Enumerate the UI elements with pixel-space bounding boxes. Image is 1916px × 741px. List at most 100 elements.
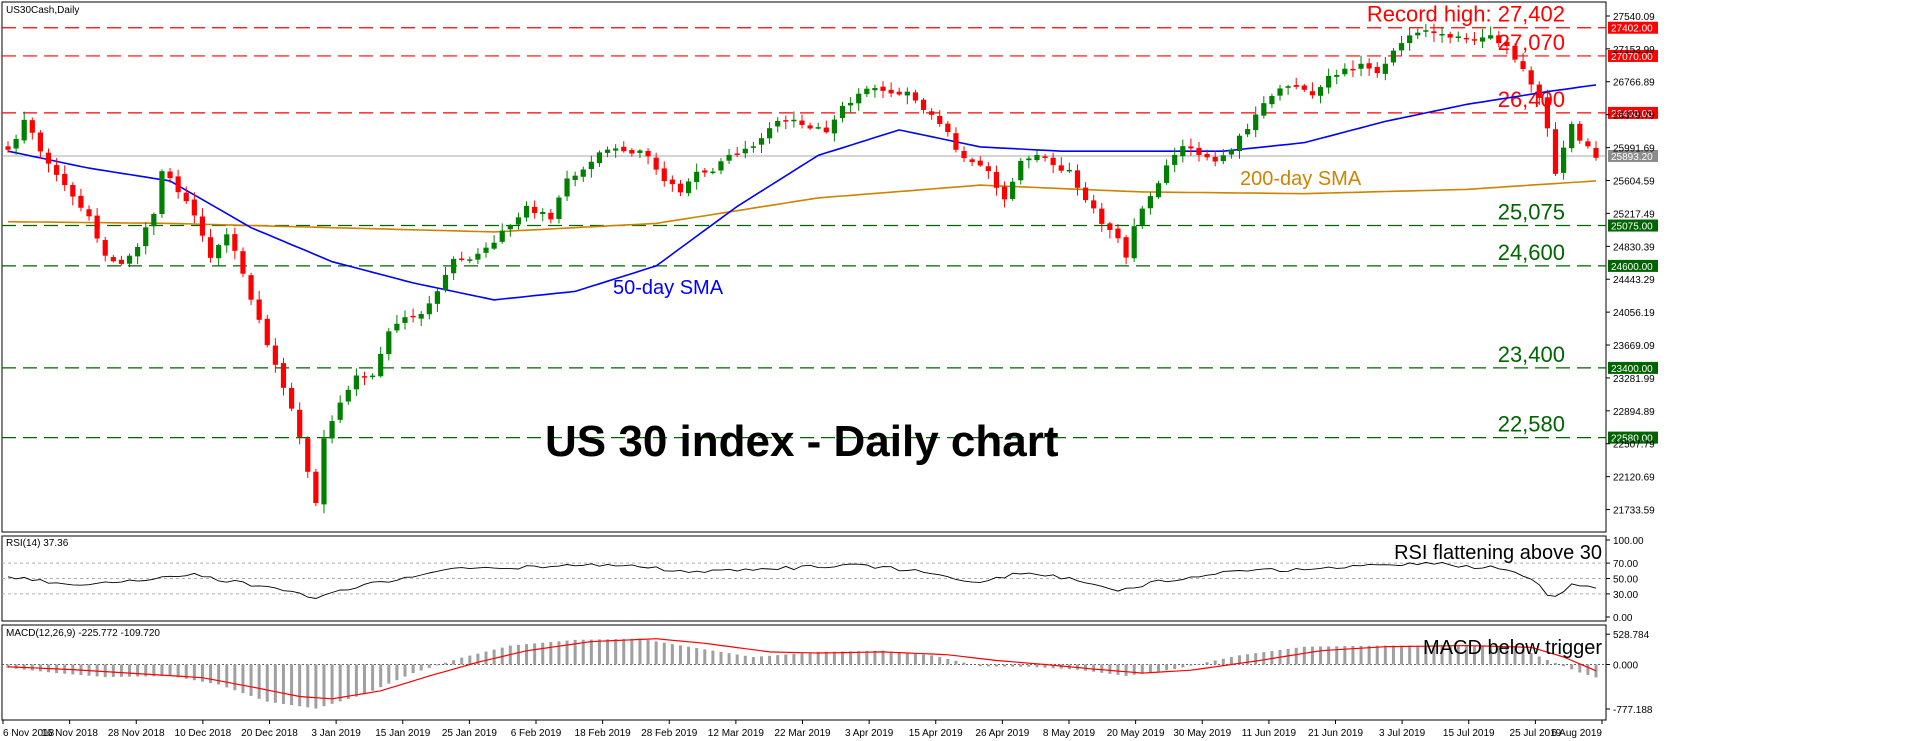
candle-body — [467, 259, 473, 261]
candle-body — [799, 120, 805, 125]
candle-body — [523, 205, 530, 218]
candle-body — [37, 132, 44, 152]
candle-body — [969, 159, 975, 163]
date-label: 30 May 2019 — [1173, 728, 1231, 739]
candle-body — [102, 240, 108, 256]
candle-body — [1431, 31, 1437, 34]
candle-body — [21, 119, 27, 141]
candle-body — [1042, 156, 1048, 158]
candle-body — [337, 402, 343, 420]
candle-body — [961, 151, 967, 159]
candle-body — [1123, 237, 1129, 258]
candle-body — [1115, 228, 1121, 239]
level-tag-text: 26400.00 — [1611, 109, 1653, 120]
date-label: 12 Mar 2019 — [708, 728, 765, 739]
candle-body — [1301, 85, 1307, 90]
candle-body — [1382, 63, 1388, 74]
candle-body — [1593, 147, 1599, 158]
candle-body — [70, 184, 76, 197]
candle-body — [791, 119, 797, 122]
date-label: 3 Apr 2019 — [845, 728, 894, 739]
candle-body — [1293, 85, 1299, 87]
candle-body — [1447, 34, 1453, 38]
candle-body — [175, 176, 181, 193]
candle-body — [1334, 74, 1340, 77]
support-resistance-levels: Record high: 27,40227402.0027,07027070.0… — [2, 2, 1658, 445]
candle-body — [766, 128, 773, 139]
candle-body — [880, 86, 886, 91]
candle-body — [94, 215, 100, 239]
candle-body — [1220, 155, 1226, 162]
candle-body — [451, 258, 457, 274]
candle-body — [912, 92, 919, 101]
date-label: 16 Nov 2018 — [41, 728, 98, 739]
candle-body — [143, 227, 149, 247]
candle-body — [361, 376, 368, 378]
candle-body — [702, 170, 708, 173]
macd-tick-label: 528.784 — [1613, 630, 1650, 641]
date-label: 28 Nov 2018 — [108, 728, 165, 739]
candle-body — [1018, 161, 1024, 181]
candle-body — [977, 160, 983, 166]
candle-body — [1407, 35, 1413, 44]
macd-tick-label: 0.000 — [1613, 660, 1638, 671]
candle-body — [207, 237, 214, 258]
candle-body — [5, 146, 11, 150]
candle-body — [661, 168, 667, 182]
price-tick-label: 25217.49 — [1613, 209, 1655, 220]
candle-body — [864, 88, 870, 95]
candle-body — [491, 242, 497, 249]
moving-averages — [7, 84, 1597, 301]
candle-body — [1245, 129, 1251, 135]
candle-body — [783, 120, 789, 122]
date-label: 18 Feb 2019 — [575, 728, 632, 739]
symbol-label: US30Cash,Daily — [6, 5, 79, 16]
level-tag-text: 24600.00 — [1611, 262, 1653, 273]
candle-body — [588, 161, 594, 170]
sma50-line — [7, 84, 1597, 301]
candle-body — [118, 259, 125, 264]
price-tick-label: 22894.89 — [1613, 407, 1655, 418]
candle-body — [459, 258, 465, 260]
current-price-text: 25893.20 — [1611, 152, 1653, 163]
candle-body — [532, 206, 538, 214]
candle-body — [402, 317, 408, 323]
candle-body — [1496, 35, 1502, 44]
candle-body — [953, 133, 959, 150]
candle-body — [297, 409, 303, 437]
candle-body — [1131, 226, 1137, 259]
candle-body — [1317, 87, 1324, 96]
date-label: 20 May 2019 — [1107, 728, 1165, 739]
candle-body — [1350, 68, 1356, 71]
candle-body — [685, 181, 692, 194]
candle-body — [604, 149, 611, 153]
candle-body — [369, 375, 376, 378]
candle-body — [1010, 181, 1016, 199]
candle-body — [710, 171, 716, 174]
candle-body — [848, 102, 854, 106]
level-tag-text: 27402.00 — [1611, 24, 1653, 35]
candle-body — [256, 299, 262, 320]
price-tick-label: 25604.59 — [1613, 177, 1655, 188]
candle-body — [985, 166, 991, 172]
candle-body — [653, 157, 659, 170]
rsi-tick-label: 0.00 — [1613, 613, 1633, 624]
level-tag — [1608, 219, 1658, 232]
price-axis: 27540.09 27153.99 26766.89 26379.79 25991.69… — [1606, 12, 1655, 517]
price-tick-label: 26766.89 — [1613, 78, 1655, 89]
level-tag — [1608, 259, 1658, 272]
candle-body — [823, 127, 829, 133]
candle-body — [321, 438, 327, 505]
candle-body — [1577, 123, 1583, 141]
rsi-tick-label: 50.00 — [1613, 575, 1638, 586]
date-label: 3 Jul 2019 — [1379, 728, 1426, 739]
candle-body — [1253, 114, 1259, 131]
candle-body — [807, 125, 813, 129]
date-label: 6 Aug 2019 — [1551, 728, 1602, 739]
level-tag-text: 22580.00 — [1611, 434, 1653, 445]
rsi-annotation: RSI flattening above 30 — [1394, 542, 1602, 564]
candle-body — [1026, 158, 1032, 161]
date-label: 3 Jan 2019 — [311, 728, 361, 739]
candle-body — [718, 161, 724, 171]
candle-body — [758, 138, 765, 145]
